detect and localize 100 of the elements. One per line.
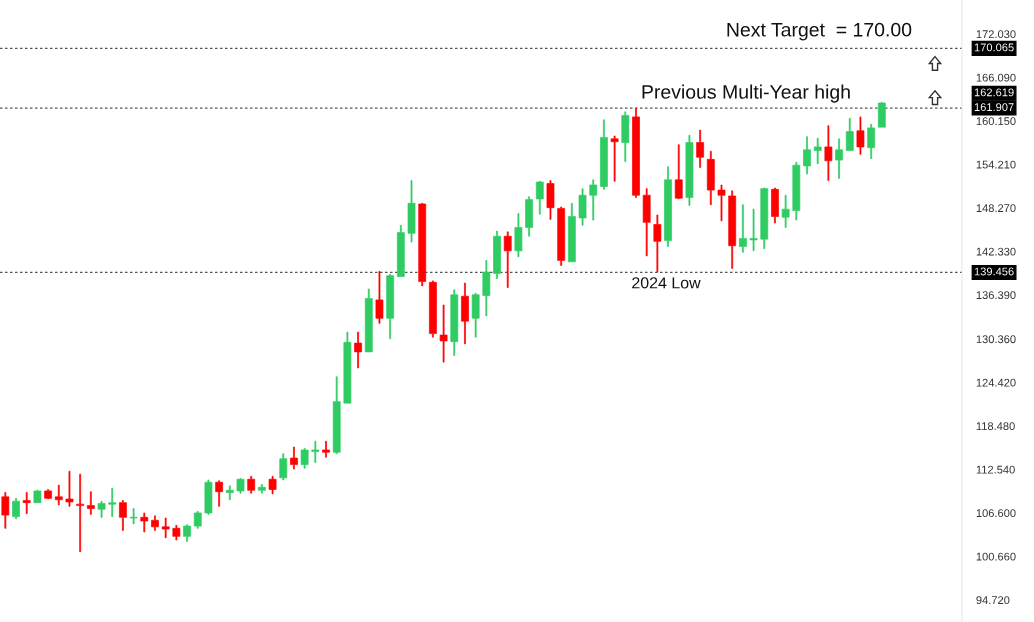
y-tick-label: 94.720 bbox=[976, 596, 1010, 605]
annotation: Next Target = 170.00 bbox=[727, 22, 912, 41]
candlestick bbox=[717, 184, 726, 222]
candlestick bbox=[600, 119, 608, 190]
candlestick bbox=[578, 188, 587, 226]
y-tick-label: 148.270 bbox=[976, 204, 1016, 213]
candlestick bbox=[813, 137, 822, 165]
candlestick bbox=[845, 118, 854, 151]
candlestick bbox=[44, 489, 52, 500]
candlestick bbox=[247, 475, 256, 494]
candlestick bbox=[439, 304, 448, 363]
candlestick bbox=[22, 492, 31, 515]
candlestick bbox=[867, 123, 876, 159]
candlestick bbox=[803, 136, 811, 175]
candlestick bbox=[12, 497, 20, 520]
candlestick bbox=[354, 331, 362, 369]
ref-line-label: 139.456 bbox=[974, 267, 1014, 276]
y-tick-label: 112.540 bbox=[976, 465, 1015, 474]
annotation: 2024 Low bbox=[632, 277, 701, 289]
candlestick bbox=[674, 144, 683, 200]
candlestick bbox=[279, 453, 288, 481]
candlestick bbox=[664, 166, 672, 247]
y-tick-label: 142.330 bbox=[976, 247, 1016, 256]
candlestick bbox=[1, 492, 10, 529]
candlestick bbox=[760, 187, 769, 250]
candlestick bbox=[589, 179, 598, 221]
candlestick bbox=[685, 134, 694, 206]
candlestick bbox=[364, 288, 373, 353]
candlestick bbox=[76, 473, 85, 553]
candlestick bbox=[557, 206, 566, 266]
candlestick bbox=[642, 188, 651, 257]
y-tick-label: 154.210 bbox=[976, 160, 1016, 169]
candlestick bbox=[108, 487, 117, 517]
candlestick bbox=[546, 180, 555, 220]
candlestick bbox=[461, 282, 469, 345]
candlestick bbox=[696, 129, 704, 168]
candlestick bbox=[193, 511, 202, 529]
candlestick bbox=[824, 125, 833, 181]
y-tick-label: 166.090 bbox=[976, 73, 1016, 82]
candlestick bbox=[172, 525, 181, 541]
candlestick bbox=[525, 196, 533, 237]
candlestick bbox=[567, 202, 576, 263]
candlestick bbox=[375, 271, 384, 324]
candlestick bbox=[161, 517, 170, 539]
candlestick bbox=[54, 484, 63, 506]
candlestick bbox=[749, 208, 758, 252]
candlestick bbox=[781, 194, 790, 228]
candlestick bbox=[332, 376, 341, 454]
y-tick-label: 172.030 bbox=[976, 30, 1016, 39]
candlestick bbox=[129, 508, 138, 525]
candlestick bbox=[835, 138, 843, 179]
candlestick bbox=[151, 515, 159, 531]
candlestick bbox=[856, 116, 865, 155]
candlestick bbox=[258, 484, 266, 494]
y-tick-label: 118.480 bbox=[976, 422, 1015, 431]
candlestick bbox=[322, 440, 330, 458]
candlestick bbox=[450, 289, 459, 356]
candlestick bbox=[236, 478, 245, 494]
candlestick bbox=[728, 190, 737, 269]
candlestick bbox=[311, 440, 320, 463]
y-tick-label: 124.420 bbox=[976, 378, 1016, 387]
candlestick bbox=[396, 224, 405, 277]
candlestick bbox=[268, 475, 277, 495]
candlestick bbox=[97, 500, 106, 518]
text: 162.619 bbox=[974, 88, 1014, 97]
candlestick bbox=[418, 202, 427, 287]
candlestick bbox=[343, 331, 352, 404]
candlestick bbox=[535, 180, 544, 215]
candlestick bbox=[514, 213, 523, 258]
candlestick bbox=[225, 485, 234, 501]
candlestick bbox=[33, 489, 42, 504]
y-tick-label: 130.360 bbox=[976, 335, 1016, 344]
candlestick bbox=[386, 273, 395, 340]
candlestick bbox=[653, 214, 662, 273]
candlestick bbox=[792, 161, 801, 221]
y-tick-label: 160.150 bbox=[976, 117, 1016, 126]
candlestick bbox=[503, 231, 512, 288]
y-tick-label: 100.660 bbox=[976, 552, 1016, 561]
candlestick bbox=[65, 470, 74, 507]
candlestick bbox=[632, 107, 640, 198]
ref-line-label: 170.065 bbox=[974, 43, 1014, 52]
candlestick bbox=[471, 292, 480, 338]
candlestick bbox=[610, 135, 619, 182]
candlestick bbox=[706, 150, 715, 206]
annotation: Previous Multi-Year high bbox=[642, 84, 850, 103]
y-tick-label: 106.600 bbox=[976, 509, 1016, 518]
candlestick bbox=[290, 446, 298, 470]
candlestick bbox=[493, 230, 501, 280]
ref-line-label: 161.907 bbox=[974, 103, 1014, 112]
candlestick bbox=[739, 204, 747, 253]
candlestick bbox=[429, 280, 437, 338]
candlestick bbox=[140, 512, 149, 533]
candlestick bbox=[119, 500, 127, 531]
candlestick bbox=[204, 479, 213, 515]
candlestick bbox=[215, 480, 223, 507]
candlestick bbox=[621, 111, 630, 162]
candlestick bbox=[300, 448, 309, 469]
y-tick-label: 136.390 bbox=[976, 291, 1016, 299]
candlestick bbox=[877, 101, 886, 128]
candlestick bbox=[771, 187, 779, 224]
